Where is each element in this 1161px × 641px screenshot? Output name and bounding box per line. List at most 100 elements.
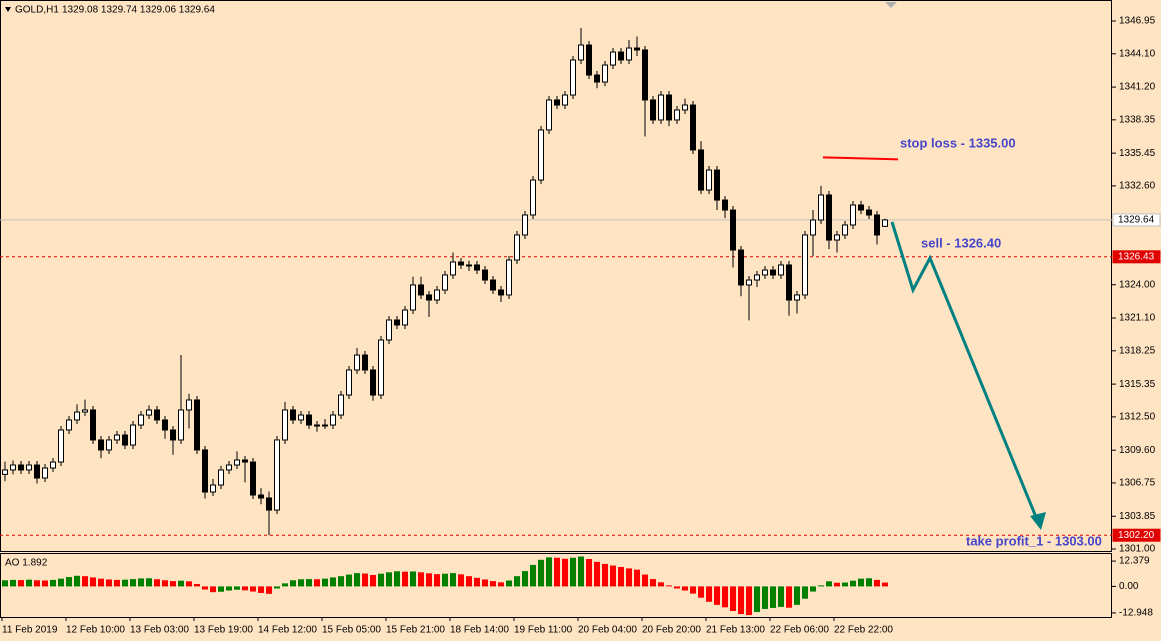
ao-bar [746, 586, 752, 616]
ao-bar [458, 574, 464, 587]
ao-bar [106, 579, 112, 587]
ao-bar [138, 578, 144, 587]
candle-body [226, 464, 232, 471]
candle-body [826, 194, 832, 241]
ao-bar [314, 579, 320, 587]
y-tick-label: 1315.35 [1119, 379, 1156, 390]
price-level-box [1112, 528, 1161, 542]
candle-body [250, 461, 256, 496]
candle-body [410, 284, 416, 311]
ao-bar [778, 586, 784, 607]
ao-bar [114, 579, 120, 587]
candle-body [322, 424, 328, 427]
ao-bar [706, 586, 712, 602]
candle-body [74, 411, 80, 421]
ao-bar [730, 586, 736, 612]
ao-bar [178, 580, 184, 587]
x-tick-label: 15 Feb 05:00 [322, 625, 381, 636]
ao-bar [450, 573, 456, 587]
ao-bar [634, 569, 640, 587]
candle-body [370, 369, 376, 396]
candle-body [418, 284, 424, 296]
ao-bar [298, 579, 304, 587]
ao-bar [42, 580, 48, 587]
ao-bar [466, 576, 472, 587]
ao-bar [818, 585, 824, 587]
ao-bar [474, 577, 480, 587]
candle-body [618, 51, 624, 61]
ao-bar [554, 557, 560, 587]
candle-body [562, 94, 568, 106]
candle-body [554, 99, 560, 106]
y-tick-label: 1303.85 [1119, 511, 1156, 522]
ao-bar [522, 571, 528, 587]
ao-bar [426, 573, 432, 587]
ao-bar [786, 586, 792, 608]
candle-body [314, 424, 320, 427]
candle-body [610, 51, 616, 66]
candle-body [354, 354, 360, 371]
ao-bar [722, 586, 728, 608]
ao-bar [234, 586, 240, 590]
x-tick-label: 21 Feb 13:00 [706, 625, 765, 636]
ao-bar [170, 581, 176, 587]
candle-body [682, 104, 688, 111]
ao-bar [370, 574, 376, 587]
candle-body [378, 339, 384, 396]
ao-bar [18, 580, 24, 587]
y-tick-label: 12.379 [1119, 556, 1150, 567]
x-tick-label: 22 Feb 22:00 [834, 625, 893, 636]
ao-bar [50, 579, 56, 587]
ao-bar [834, 582, 840, 587]
candle-body [90, 409, 96, 441]
candle-body [466, 264, 472, 267]
ao-bar [434, 574, 440, 587]
candle-body [218, 469, 224, 486]
candle-body [330, 414, 336, 426]
candle-body [106, 439, 112, 451]
ao-bar [482, 579, 488, 587]
ao-bar [210, 586, 216, 593]
x-tick-label: 20 Feb 04:00 [578, 625, 637, 636]
ao-bar [850, 580, 856, 587]
candle-body [714, 169, 720, 201]
ao-bar [866, 578, 872, 587]
price-level-label: 1326.43 [1118, 251, 1155, 262]
x-tick-label: 18 Feb 14:00 [450, 625, 509, 636]
annotation: take profit_1 - 1303.00 [966, 533, 1102, 548]
x-tick-label: 14 Feb 12:00 [258, 625, 317, 636]
ao-bar [626, 568, 632, 587]
candle-body [490, 279, 496, 291]
candle-body [626, 47, 632, 61]
candle-body [514, 234, 520, 261]
ao-bar [618, 566, 624, 587]
ao-bar [34, 580, 40, 587]
y-tick-label: 1324.00 [1119, 279, 1156, 290]
candle-body [730, 209, 736, 251]
candle-body [706, 169, 712, 191]
candle-body [530, 179, 536, 216]
y-tick-label: -12.948 [1119, 608, 1153, 619]
ao-bar [218, 586, 224, 592]
x-tick-label: 11 Feb 2019 [2, 625, 58, 636]
candle-body [138, 414, 144, 426]
ao-bar [682, 586, 688, 591]
candle-body [210, 484, 216, 493]
candle-body [194, 399, 200, 451]
candle-body [282, 409, 288, 441]
ao-bar [82, 576, 88, 587]
ao-bar [658, 582, 664, 587]
annotation: stop loss - 1335.00 [900, 135, 1016, 150]
ao-bar [306, 579, 312, 587]
y-tick-label: 1332.60 [1119, 181, 1156, 192]
candle-body [290, 409, 296, 421]
ao-bar [762, 586, 768, 609]
candle-body [98, 439, 104, 451]
candle-body [634, 47, 640, 51]
candle-body [202, 449, 208, 493]
candle-body [114, 434, 120, 441]
candle-body [474, 264, 480, 271]
y-tick-label: 0.00 [1119, 581, 1139, 592]
candle-body [498, 289, 504, 296]
price-level-label: 1329.64 [1118, 215, 1155, 226]
